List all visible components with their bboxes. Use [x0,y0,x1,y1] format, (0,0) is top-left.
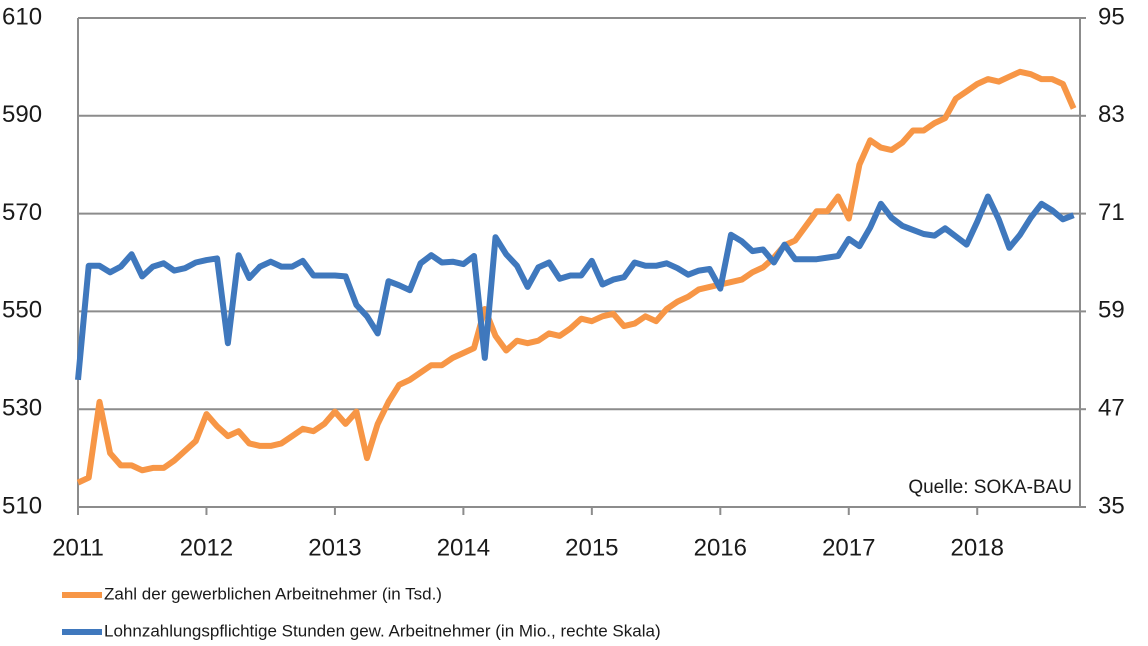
x-tick-label: 2011 [52,534,104,561]
legend-label: Zahl der gewerblichen Arbeitnehmer (in T… [104,584,442,603]
y2-tick-label: 83 [1098,101,1125,128]
x-tick-label: 2018 [951,534,1004,561]
y-tick-label: 610 [2,3,42,30]
y2-tick-label: 35 [1098,492,1125,519]
y-tick-label: 550 [2,297,42,324]
x-tick-label: 2015 [565,534,618,561]
y-tick-label: 530 [2,395,42,422]
legend-label: Lohnzahlungspflichtige Stunden gew. Arbe… [104,621,661,640]
y2-tick-label: 47 [1098,395,1125,422]
series-line [76,68,1077,486]
y-tick-label: 510 [2,492,42,519]
x-tick-label: 2014 [437,534,490,561]
x-tick-label: 2016 [694,534,747,561]
y2-tick-label: 59 [1098,297,1125,324]
y2-tick-label: 95 [1098,3,1125,30]
y2-tick-label: 71 [1098,199,1125,226]
x-tick-label: 2013 [308,534,361,561]
source-note: Quelle: SOKA-BAU [908,477,1072,498]
x-tick-label: 2012 [180,534,233,561]
x-tick-label: 2017 [822,534,875,561]
y-tick-label: 590 [2,101,42,128]
y-tick-label: 570 [2,199,42,226]
series-line [75,193,1075,381]
